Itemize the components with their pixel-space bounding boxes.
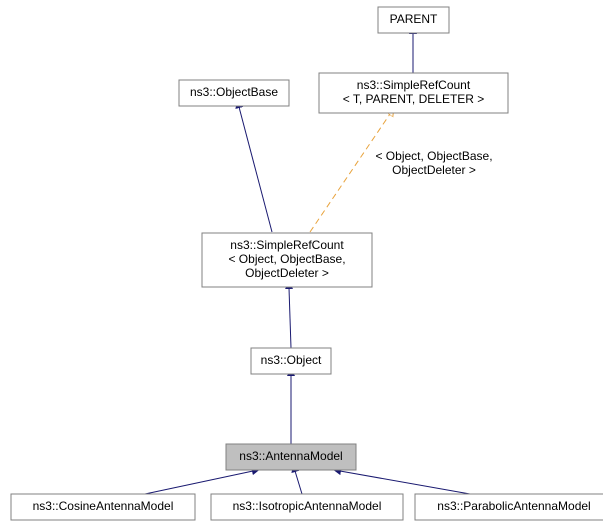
- edge-label: ObjectDeleter >: [392, 163, 476, 177]
- node-antenna[interactable]: ns3::AntennaModel: [226, 444, 356, 470]
- node-label: ns3::SimpleRefCount: [357, 78, 471, 92]
- node-label: ns3::ObjectBase: [190, 85, 278, 99]
- node-label: < T, PARENT, DELETER >: [343, 92, 485, 106]
- edge-object-simplerefcount_OOD: [289, 288, 291, 348]
- edge-isotropic-antenna: [295, 471, 302, 494]
- node-isotropic[interactable]: ns3::IsotropicAntennaModel: [211, 494, 403, 520]
- node-parabolic[interactable]: ns3::ParabolicAntennaModel: [415, 494, 603, 520]
- node-label: ns3::SimpleRefCount: [230, 238, 344, 252]
- node-label: ns3::ParabolicAntennaModel: [437, 499, 590, 513]
- edge-simplerefcount_OOD-objectbase: [239, 107, 272, 232]
- node-object[interactable]: ns3::Object: [251, 348, 331, 374]
- edge-simplerefcount_OOD-simplerefcount_TPD: [310, 114, 390, 232]
- edge-label: < Object, ObjectBase,: [375, 149, 492, 163]
- node-parent[interactable]: PARENT: [378, 7, 449, 33]
- node-objectbase[interactable]: ns3::ObjectBase: [179, 80, 289, 106]
- node-label: ns3::CosineAntennaModel: [33, 499, 174, 513]
- node-label: < Object, ObjectBase,: [228, 252, 345, 266]
- edge-cosine-antenna: [145, 471, 253, 494]
- node-label: ns3::IsotropicAntennaModel: [233, 499, 382, 513]
- node-cosine[interactable]: ns3::CosineAntennaModel: [11, 494, 195, 520]
- node-label: PARENT: [390, 12, 438, 26]
- node-label: ns3::AntennaModel: [239, 449, 342, 463]
- node-simplerefcount_TPD[interactable]: ns3::SimpleRefCount< T, PARENT, DELETER …: [319, 73, 508, 113]
- node-label: ObjectDeleter >: [245, 266, 329, 280]
- node-simplerefcount_OOD[interactable]: ns3::SimpleRefCount< Object, ObjectBase,…: [202, 233, 372, 287]
- node-label: ns3::Object: [261, 353, 322, 367]
- edge-parabolic-antenna: [340, 471, 470, 494]
- inheritance-diagram: < Object, ObjectBase, ObjectDeleter > PA…: [0, 0, 603, 525]
